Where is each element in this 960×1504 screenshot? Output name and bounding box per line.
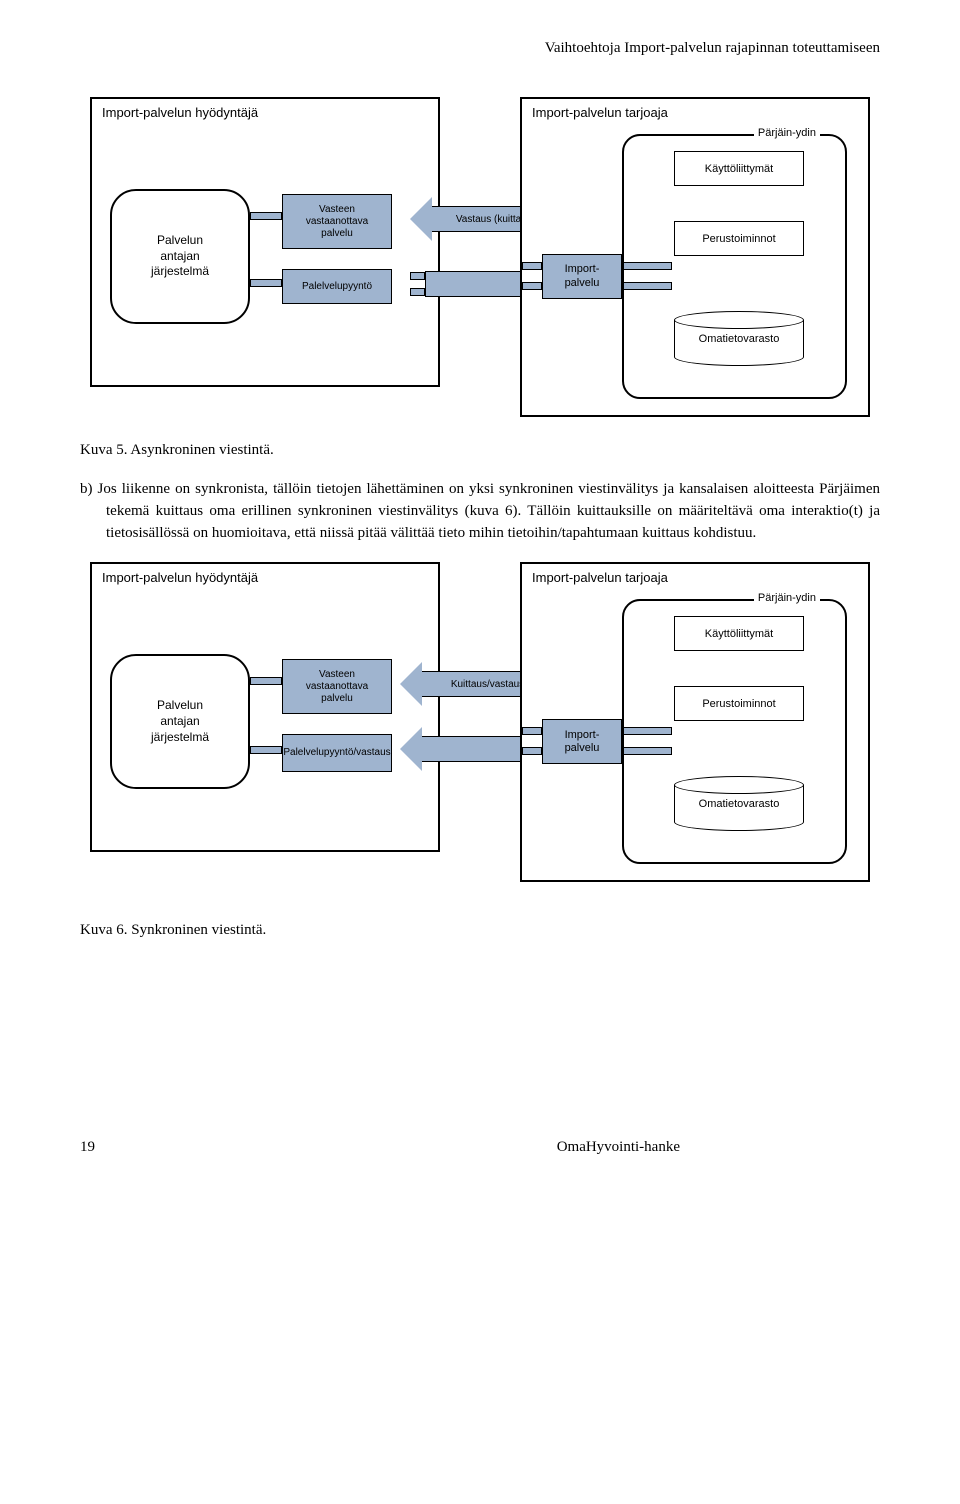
response-receiver-label: Vasteen vastaanottava palvelu (306, 669, 368, 705)
client-system-box: Palvelun antajan järjestelmä (110, 189, 250, 324)
client-title: Import-palvelun hyödyntäjä (102, 570, 258, 585)
page: Vaihtoehtoja Import-palvelun rajapinnan … (0, 0, 960, 1216)
stub (522, 262, 542, 270)
parjain-core: Pärjäin-ydin Käyttöliittymät Perustoimin… (622, 599, 847, 864)
double-arrow-top-label: Kuittaus/vastaus (451, 679, 524, 690)
service-request-box: Palelvelupyyntö (282, 269, 392, 304)
core-functions-box: Perustoiminnot (674, 221, 804, 256)
link-stub (250, 279, 282, 287)
provider-panel: Import-palvelun tarjoaja Import- palvelu… (520, 97, 870, 417)
client-system-label: Palvelun antajan järjestelmä (151, 233, 209, 280)
import-service-label: Import- palvelu (565, 263, 600, 289)
link-stub (250, 212, 282, 220)
stub (522, 727, 542, 735)
service-request-label: Palelvelupyyntö (302, 281, 372, 293)
paragraph-b: b) Jos liikenne on synkronista, tällöin … (80, 479, 880, 544)
client-title: Import-palvelun hyödyntäjä (102, 105, 258, 120)
client-panel: Import-palvelun hyödyntäjä Palvelun anta… (90, 562, 440, 852)
request-arrow-stub (410, 288, 425, 296)
paragraph-b-text: b) Jos liikenne on synkronista, tällöin … (80, 479, 880, 544)
client-panel: Import-palvelun hyödyntäjä Palvelun anta… (90, 97, 440, 387)
data-store-label: Omatietovarasto (674, 798, 804, 810)
parjain-label: Pärjäin-ydin (754, 592, 820, 604)
parjain-core: Pärjäin-ydin Käyttöliittymät Perustoimin… (622, 134, 847, 399)
figure-5-caption: Kuva 5. Asynkroninen viestintä. (80, 442, 880, 459)
service-request-label: Palelvelupyyntö/vastaus (283, 747, 390, 759)
page-footer: 19 OmaHyvointi-hanke (80, 1139, 880, 1156)
data-store-label: Omatietovarasto (674, 333, 804, 345)
data-store-cylinder: Omatietovarasto (674, 776, 804, 831)
response-receiver-box: Vasteen vastaanottava palvelu (282, 194, 392, 249)
ui-box: Käyttöliittymät (674, 151, 804, 186)
response-receiver-box: Vasteen vastaanottava palvelu (282, 659, 392, 714)
provider-title: Import-palvelun tarjoaja (532, 105, 668, 120)
import-service-box: Import- palvelu (542, 254, 622, 299)
page-header: Vaihtoehtoja Import-palvelun rajapinnan … (80, 40, 880, 57)
project-name: OmaHyvointi-hanke (557, 1139, 680, 1156)
ui-box: Käyttöliittymät (674, 616, 804, 651)
link-stub (250, 746, 282, 754)
core-functions-box: Perustoiminnot (674, 686, 804, 721)
response-receiver-label: Vasteen vastaanottava palvelu (306, 204, 368, 240)
service-request-box: Palelvelupyyntö/vastaus (282, 734, 392, 772)
parjain-label: Pärjäin-ydin (754, 127, 820, 139)
import-service-box: Import- palvelu (542, 719, 622, 764)
request-arrow-stub (410, 272, 425, 280)
data-store-cylinder: Omatietovarasto (674, 311, 804, 366)
figure-6-caption: Kuva 6. Synkroninen viestintä. (80, 922, 880, 939)
stub (522, 282, 542, 290)
client-system-label: Palvelun antajan järjestelmä (151, 698, 209, 745)
link-stub (250, 677, 282, 685)
page-number: 19 (80, 1139, 95, 1156)
client-system-box: Palvelun antajan järjestelmä (110, 654, 250, 789)
figure-5: Import-palvelun hyödyntäjä Palvelun anta… (90, 97, 870, 417)
import-service-label: Import- palvelu (565, 729, 600, 755)
figure-6: Import-palvelun hyödyntäjä Palvelun anta… (90, 562, 870, 882)
provider-title: Import-palvelun tarjoaja (532, 570, 668, 585)
provider-panel: Import-palvelun tarjoaja Import- palvelu… (520, 562, 870, 882)
stub (522, 747, 542, 755)
